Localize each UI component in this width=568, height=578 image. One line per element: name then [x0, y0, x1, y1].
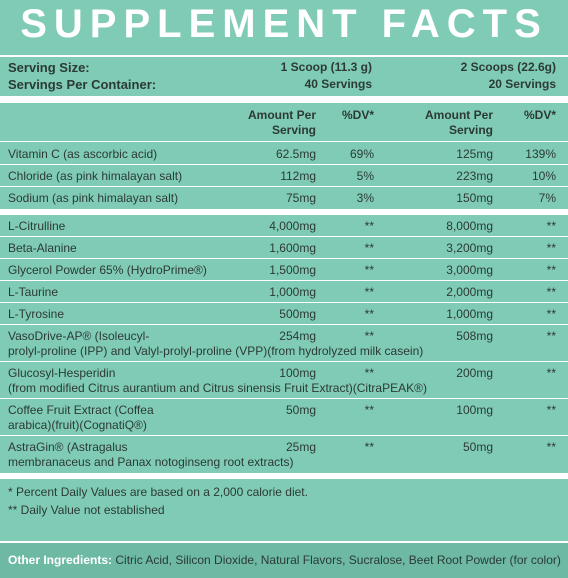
daily-value: 10% — [531, 169, 556, 183]
amount: 3,000mg — [446, 263, 493, 277]
divider — [0, 236, 568, 237]
ingredient-name: L-Tyrosine — [8, 307, 65, 321]
amount: 508mg — [456, 329, 493, 343]
serving-value: 40 Servings — [304, 77, 372, 91]
ingredient-name: Glycerol Powder 65% (HydroPrime®) — [8, 263, 207, 277]
amount: 62.5mg — [275, 147, 316, 161]
daily-value: ** — [546, 403, 556, 417]
other-ingredients-text: Citric Acid, Silicon Dioxide, Natural Fl… — [115, 553, 561, 567]
daily-value: ** — [364, 440, 374, 454]
amount: 112mg — [280, 169, 316, 183]
amount: 2,000mg — [446, 285, 493, 299]
ingredient-name: Coffee Fruit Extract (Coffea — [8, 403, 154, 417]
serving-label: Servings Per Container: — [8, 77, 157, 92]
daily-value: ** — [546, 307, 556, 321]
divider — [0, 361, 568, 362]
ingredient-name: Sodium (as pink himalayan salt) — [8, 191, 179, 205]
daily-value: 5% — [356, 169, 374, 183]
serving-value: 2 Scoops (22.6g) — [460, 60, 556, 74]
daily-value: ** — [546, 440, 556, 454]
daily-value: ** — [364, 403, 374, 417]
divider — [0, 164, 568, 165]
other-ingredients-label: Other Ingredients: — [8, 553, 113, 567]
daily-value: ** — [546, 329, 556, 343]
footnote: ** Daily Value not established — [8, 503, 165, 517]
amount: 100mg — [279, 366, 316, 380]
other-ingredients-band — [0, 543, 568, 578]
ingredient-name: prolyl-proline (IPP) and Valyl-prolyl-pr… — [8, 344, 424, 358]
amount: 100mg — [456, 403, 493, 417]
amount: 1,500mg — [269, 263, 316, 277]
daily-value: ** — [364, 241, 374, 255]
divider — [0, 141, 568, 142]
amount: 150mg — [456, 191, 493, 205]
footnote: * Percent Daily Values are based on a 2,… — [8, 485, 308, 499]
divider — [0, 541, 568, 543]
daily-value: ** — [546, 241, 556, 255]
divider — [0, 186, 568, 187]
daily-value: 3% — [356, 191, 374, 205]
daily-value: ** — [546, 219, 556, 233]
daily-value: 69% — [349, 147, 374, 161]
amount: 254mg — [279, 329, 316, 343]
amount: 4,000mg — [269, 219, 316, 233]
amount: 125mg — [456, 147, 493, 161]
other-ingredients: Other Ingredients: Citric Acid, Silicon … — [8, 553, 561, 567]
serving-label: Serving Size: — [8, 60, 90, 75]
daily-value: ** — [364, 219, 374, 233]
ingredient-name: membranaceus and Panax notoginseng root … — [8, 455, 294, 469]
ingredient-name: AstraGin® (Astragalus — [8, 440, 128, 454]
daily-value: ** — [546, 285, 556, 299]
daily-value: ** — [546, 263, 556, 277]
serving-value: 1 Scoop (11.3 g) — [280, 60, 372, 74]
daily-value: 139% — [525, 147, 556, 161]
serving-value: 20 Servings — [488, 77, 556, 91]
amount: 223mg — [456, 169, 493, 183]
amount: 200mg — [456, 366, 493, 380]
amount: 25mg — [285, 440, 316, 454]
divider — [0, 258, 568, 259]
daily-value: ** — [546, 366, 556, 380]
divider — [0, 280, 568, 281]
divider — [0, 96, 568, 103]
column-header: %DV* — [341, 108, 374, 122]
daily-value: ** — [364, 329, 374, 343]
ingredient-name: L-Citrulline — [8, 219, 66, 233]
daily-value: 7% — [538, 191, 556, 205]
divider — [0, 473, 568, 479]
ingredient-name: VasoDrive-AP® (Isoleucyl- — [8, 329, 150, 343]
ingredient-name: arabica)(fruit)(CognatiQ®) — [8, 418, 147, 432]
column-header: Amount Per Serving — [424, 108, 493, 137]
amount: 500mg — [279, 307, 316, 321]
column-header: Amount Per Serving — [247, 108, 316, 137]
daily-value: ** — [364, 263, 374, 277]
amount: 1,000mg — [446, 307, 493, 321]
ingredient-name: Glucosyl-Hesperidin — [8, 366, 116, 380]
amount: 1,600mg — [269, 241, 316, 255]
ingredient-name: Vitamin C (as ascorbic acid) — [8, 147, 158, 161]
amount: 8,000mg — [446, 219, 493, 233]
amount: 1,000mg — [269, 285, 316, 299]
amount: 75mg — [285, 191, 316, 205]
divider — [0, 55, 568, 57]
amount: 3,200mg — [446, 241, 493, 255]
ingredient-name: (from modified Citrus aurantium and Citr… — [8, 381, 427, 395]
ingredient-name: Chloride (as pink himalayan salt) — [8, 169, 183, 183]
title: SUPPLEMENT FACTS — [20, 2, 548, 46]
amount: 50mg — [462, 440, 493, 454]
amount: 50mg — [285, 403, 316, 417]
ingredient-name: Beta-Alanine — [8, 241, 77, 255]
divider — [0, 398, 568, 399]
daily-value: ** — [364, 285, 374, 299]
daily-value: ** — [364, 366, 374, 380]
daily-value: ** — [364, 307, 374, 321]
column-header: %DV* — [523, 108, 556, 122]
divider — [0, 324, 568, 325]
ingredient-name: L-Taurine — [8, 285, 59, 299]
divider — [0, 435, 568, 436]
divider — [0, 209, 568, 215]
divider — [0, 302, 568, 303]
